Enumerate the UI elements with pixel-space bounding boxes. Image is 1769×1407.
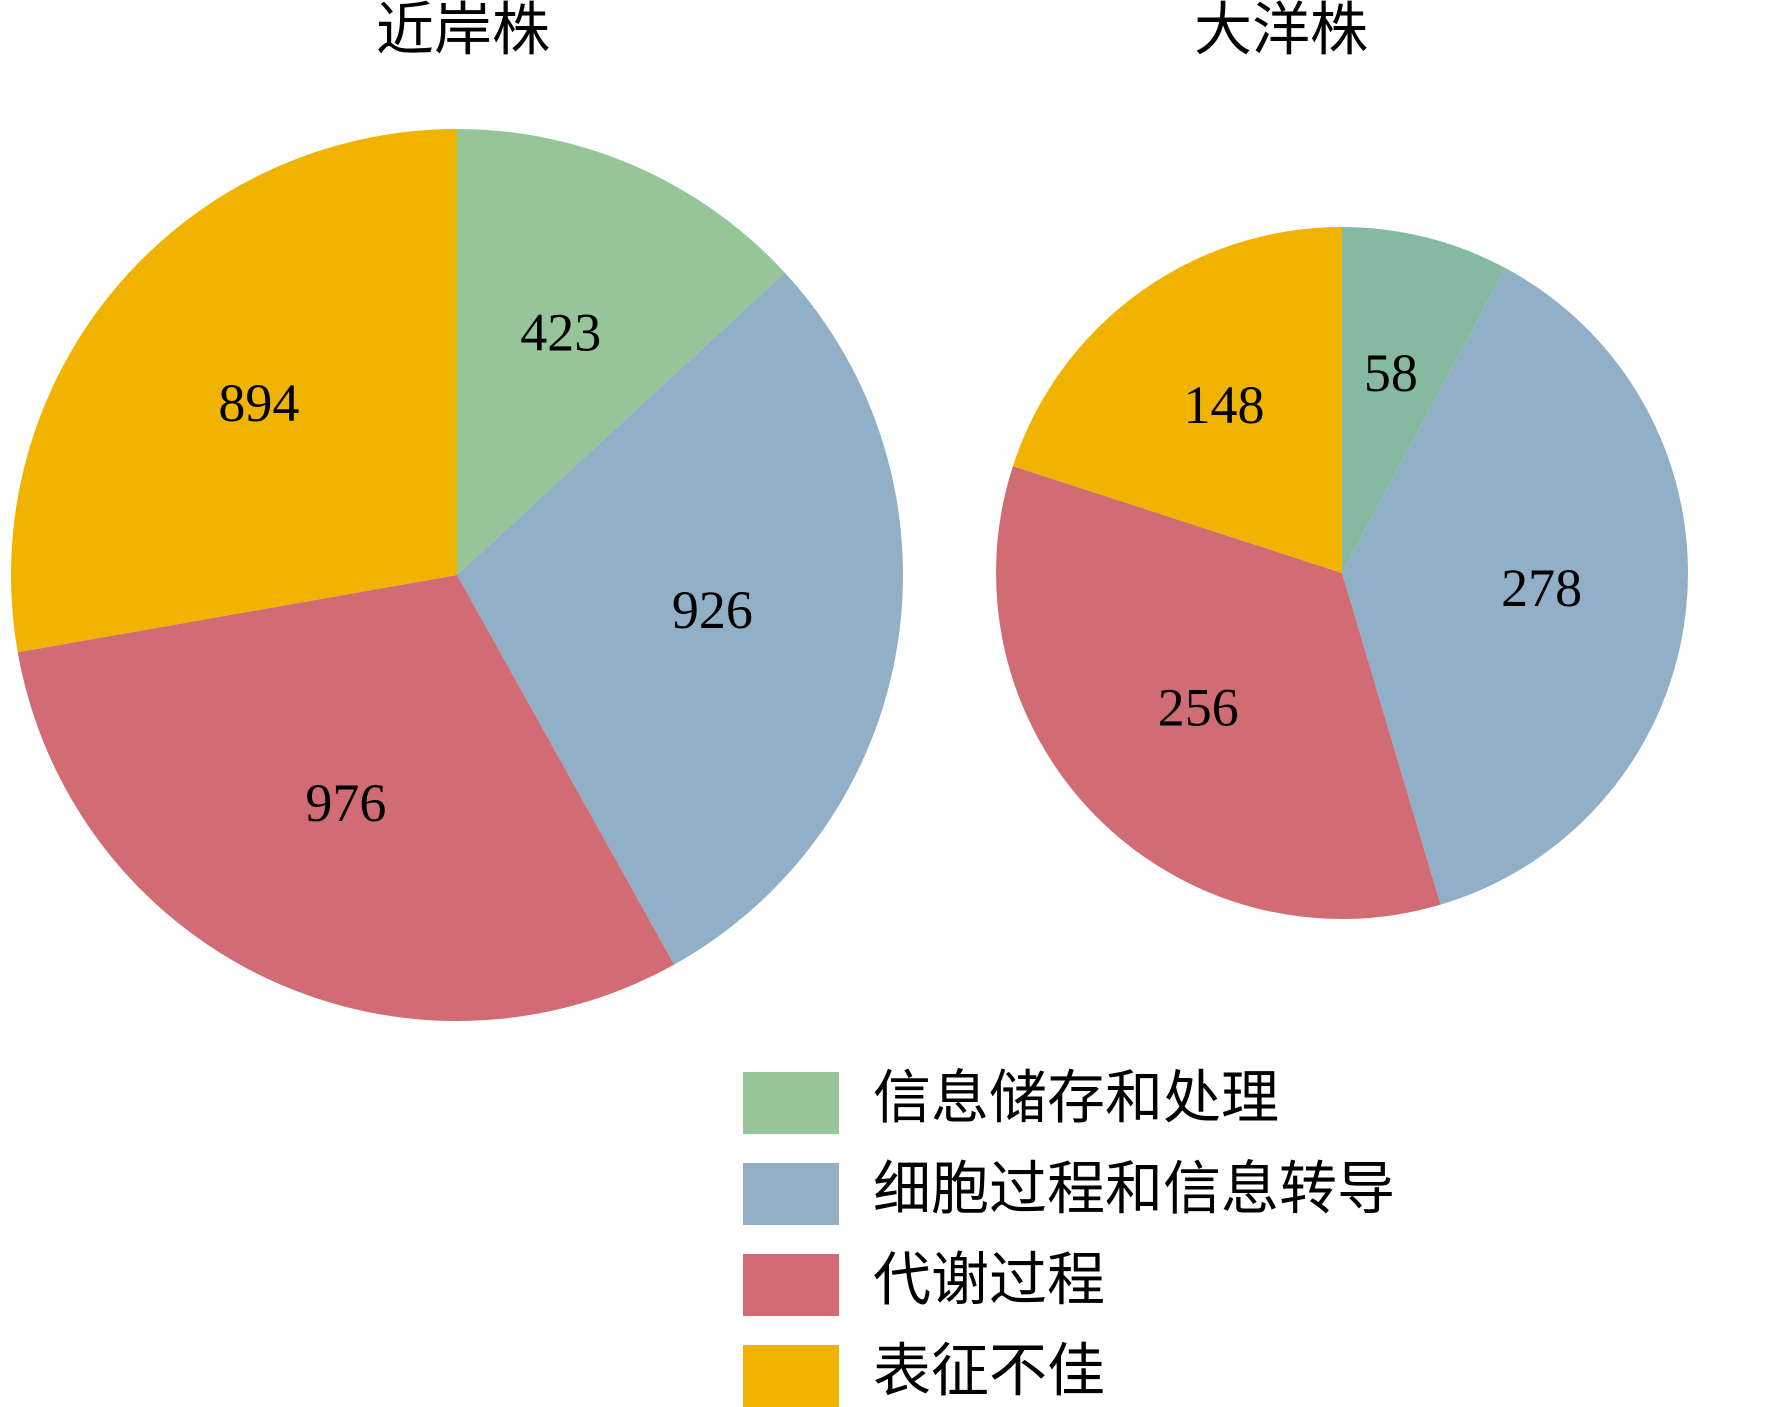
chart-title: 大洋株 [1194,0,1368,62]
pie-slice [1342,268,1688,905]
legend-label: 代谢过程 [873,1247,1105,1312]
data-label: 58 [1364,343,1418,403]
legend-label: 表征不佳 [873,1338,1105,1403]
legend-swatch [743,1072,839,1134]
data-label: 976 [305,773,386,833]
legend-swatch [743,1254,839,1316]
pie-slice [457,129,785,575]
pie-slice [1342,227,1506,573]
pie-slice [17,575,675,1022]
data-label: 278 [1501,558,1582,618]
legend-swatch [743,1163,839,1225]
pie-slice [996,466,1441,919]
pie-slice [1012,226,1342,574]
data-label: 423 [520,302,601,362]
data-label: 148 [1184,375,1265,435]
chart-title: 近岸株 [376,0,550,62]
data-label: 894 [218,373,299,433]
legend-swatch [743,1345,839,1407]
pie-slice [10,129,457,653]
data-label: 926 [672,580,753,640]
legend-label: 细胞过程和信息转导 [873,1156,1395,1221]
legend-label: 信息储存和处理 [873,1065,1279,1130]
pie-slice [457,272,904,965]
data-label: 256 [1158,677,1239,737]
